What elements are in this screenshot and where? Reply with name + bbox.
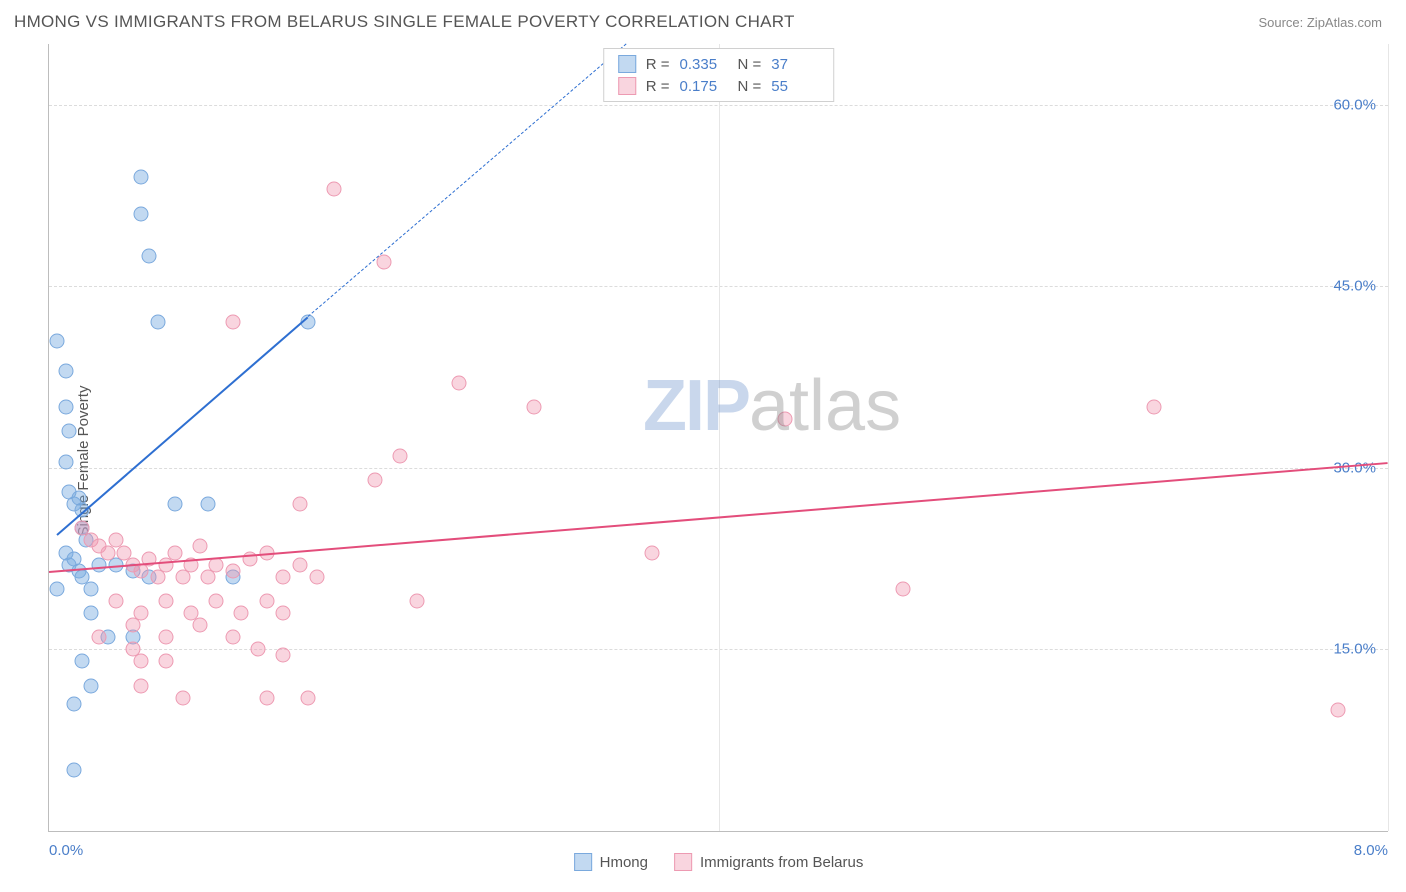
scatter-point-hmong: [62, 424, 77, 439]
scatter-point-belarus: [452, 376, 467, 391]
trend-line-hmong: [57, 317, 309, 536]
y-tick-label: 60.0%: [1333, 96, 1376, 113]
scatter-point-belarus: [167, 545, 182, 560]
watermark-atlas: atlas: [749, 366, 901, 446]
scatter-point-hmong: [83, 581, 98, 596]
scatter-point-belarus: [1330, 702, 1345, 717]
swatch-belarus: [618, 77, 636, 95]
scatter-point-belarus: [226, 563, 241, 578]
y-tick-label: 45.0%: [1333, 278, 1376, 295]
scatter-point-belarus: [108, 593, 123, 608]
scatter-point-belarus: [368, 472, 383, 487]
scatter-point-hmong: [67, 763, 82, 778]
scatter-point-hmong: [50, 581, 65, 596]
scatter-point-belarus: [276, 648, 291, 663]
legend-item-belarus: Immigrants from Belarus: [674, 853, 863, 871]
correlation-legend: R = 0.335 N = 37 R = 0.175 N = 55: [603, 48, 835, 102]
grid-line-v: [719, 44, 720, 831]
scatter-point-belarus: [527, 400, 542, 415]
scatter-point-belarus: [175, 690, 190, 705]
grid-line-v: [1388, 44, 1389, 831]
plot-area: ZIPatlas R = 0.335 N = 37 R = 0.175 N = …: [48, 44, 1388, 832]
scatter-point-belarus: [293, 557, 308, 572]
scatter-point-belarus: [125, 618, 140, 633]
r-value-belarus: 0.175: [680, 78, 728, 95]
scatter-point-belarus: [159, 654, 174, 669]
swatch-belarus: [674, 853, 692, 871]
series-legend: Hmong Immigrants from Belarus: [574, 853, 864, 871]
watermark-zip: ZIP: [643, 366, 749, 446]
scatter-point-hmong: [150, 315, 165, 330]
scatter-point-hmong: [167, 497, 182, 512]
scatter-point-hmong: [83, 678, 98, 693]
chart-title: HMONG VS IMMIGRANTS FROM BELARUS SINGLE …: [14, 12, 795, 32]
scatter-point-belarus: [895, 581, 910, 596]
scatter-point-hmong: [201, 497, 216, 512]
swatch-hmong: [618, 55, 636, 73]
scatter-point-belarus: [293, 497, 308, 512]
scatter-point-belarus: [276, 606, 291, 621]
scatter-point-hmong: [50, 333, 65, 348]
r-value-hmong: 0.335: [680, 56, 728, 73]
legend-row-belarus: R = 0.175 N = 55: [618, 75, 820, 97]
scatter-point-belarus: [209, 593, 224, 608]
scatter-point-belarus: [192, 618, 207, 633]
scatter-point-belarus: [159, 630, 174, 645]
legend-label-belarus: Immigrants from Belarus: [700, 854, 863, 871]
source-label: Source: ZipAtlas.com: [1258, 15, 1382, 30]
scatter-point-belarus: [259, 593, 274, 608]
y-tick-label: 15.0%: [1333, 641, 1376, 658]
watermark: ZIPatlas: [643, 365, 901, 447]
scatter-point-belarus: [309, 569, 324, 584]
scatter-point-belarus: [326, 182, 341, 197]
scatter-point-belarus: [259, 690, 274, 705]
scatter-point-belarus: [251, 642, 266, 657]
scatter-point-belarus: [192, 539, 207, 554]
legend-row-hmong: R = 0.335 N = 37: [618, 53, 820, 75]
scatter-point-hmong: [83, 606, 98, 621]
scatter-point-hmong: [142, 248, 157, 263]
scatter-point-hmong: [134, 206, 149, 221]
scatter-point-belarus: [234, 606, 249, 621]
r-label: R =: [646, 78, 670, 95]
scatter-point-hmong: [67, 696, 82, 711]
n-label: N =: [738, 56, 762, 73]
trend-line-dash-hmong: [308, 44, 627, 317]
r-label: R =: [646, 56, 670, 73]
n-value-hmong: 37: [771, 56, 819, 73]
n-value-belarus: 55: [771, 78, 819, 95]
chart-container: Single Female Poverty ZIPatlas R = 0.335…: [14, 44, 1388, 878]
legend-label-hmong: Hmong: [600, 854, 648, 871]
scatter-point-belarus: [134, 678, 149, 693]
scatter-point-belarus: [159, 593, 174, 608]
scatter-point-belarus: [778, 412, 793, 427]
legend-item-hmong: Hmong: [574, 853, 648, 871]
scatter-point-belarus: [1146, 400, 1161, 415]
scatter-point-belarus: [644, 545, 659, 560]
scatter-point-hmong: [58, 454, 73, 469]
scatter-point-belarus: [226, 630, 241, 645]
scatter-point-hmong: [134, 170, 149, 185]
scatter-point-belarus: [226, 315, 241, 330]
scatter-point-hmong: [58, 363, 73, 378]
scatter-point-belarus: [301, 690, 316, 705]
scatter-point-hmong: [58, 400, 73, 415]
n-label: N =: [738, 78, 762, 95]
x-tick-label: 8.0%: [1354, 842, 1388, 859]
scatter-point-belarus: [276, 569, 291, 584]
swatch-hmong: [574, 853, 592, 871]
scatter-point-hmong: [75, 654, 90, 669]
scatter-point-belarus: [92, 630, 107, 645]
scatter-point-belarus: [393, 448, 408, 463]
scatter-point-belarus: [134, 654, 149, 669]
x-tick-label: 0.0%: [49, 842, 83, 859]
scatter-point-belarus: [410, 593, 425, 608]
